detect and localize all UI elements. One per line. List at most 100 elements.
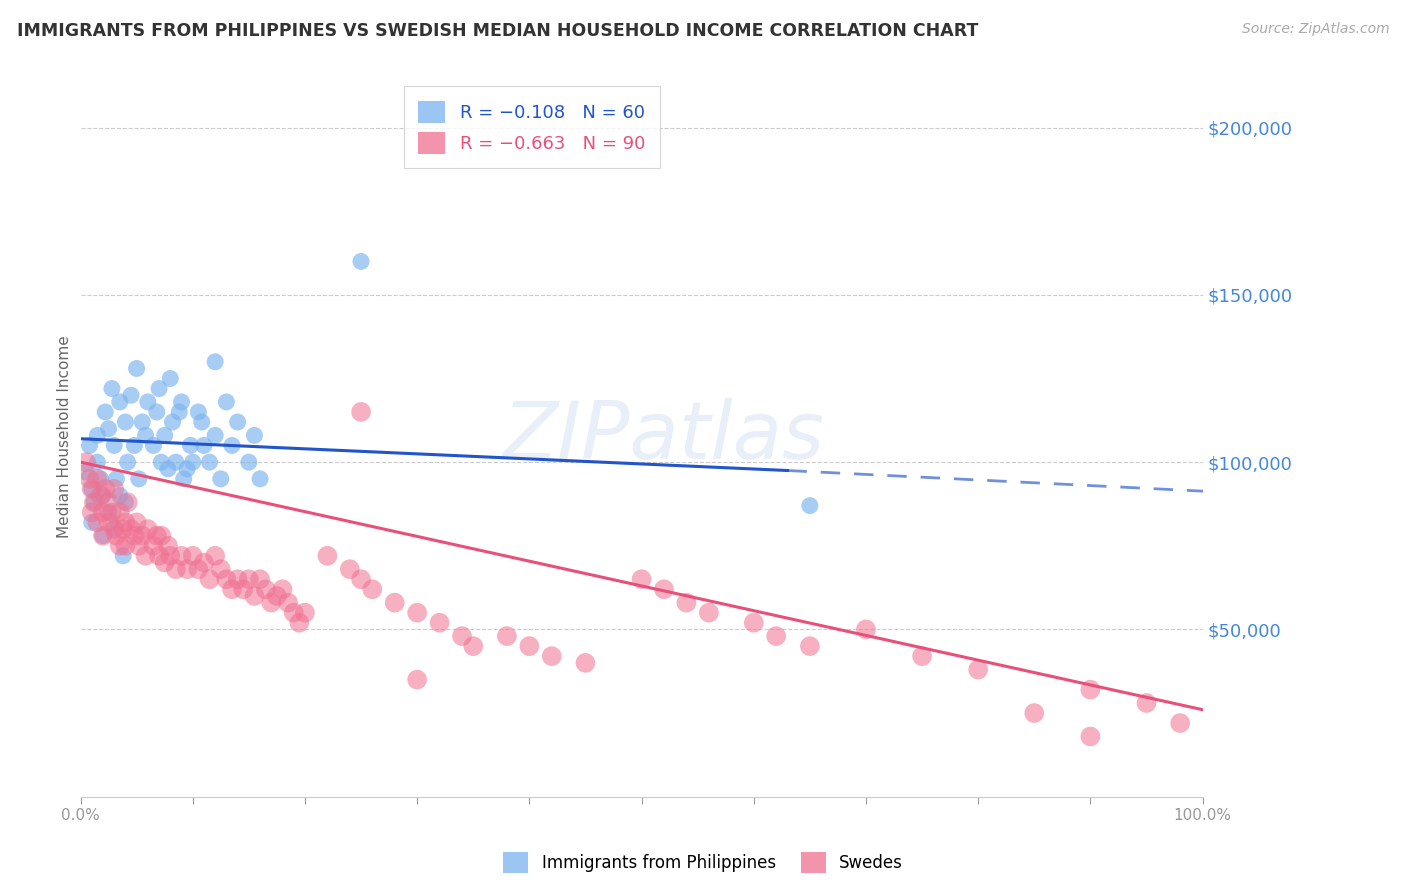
Point	[799, 499, 821, 513]
Point	[1168, 716, 1191, 731]
Point	[86, 455, 108, 469]
Point	[148, 382, 170, 396]
Point	[215, 572, 238, 586]
Point	[204, 428, 226, 442]
Point	[165, 455, 187, 469]
Point	[94, 482, 117, 496]
Point	[1080, 730, 1102, 744]
Point	[142, 539, 165, 553]
Point	[697, 606, 720, 620]
Point	[451, 629, 474, 643]
Point	[294, 606, 316, 620]
Point	[91, 529, 114, 543]
Point	[124, 438, 146, 452]
Point	[173, 472, 195, 486]
Point	[97, 495, 120, 509]
Point	[167, 405, 190, 419]
Y-axis label: Median Household Income: Median Household Income	[58, 335, 72, 539]
Point	[114, 415, 136, 429]
Point	[105, 529, 128, 543]
Point	[1080, 682, 1102, 697]
Point	[125, 516, 148, 530]
Point	[238, 572, 260, 586]
Point	[384, 596, 406, 610]
Point	[108, 395, 131, 409]
Point	[855, 623, 877, 637]
Point	[179, 438, 201, 452]
Point	[117, 495, 139, 509]
Point	[209, 472, 232, 486]
Point	[190, 415, 212, 429]
Legend: R = −0.108   N = 60, R = −0.663   N = 90: R = −0.108 N = 60, R = −0.663 N = 90	[404, 87, 659, 169]
Point	[153, 428, 176, 442]
Point	[765, 629, 787, 643]
Legend: Immigrants from Philippines, Swedes: Immigrants from Philippines, Swedes	[496, 846, 910, 880]
Point	[226, 572, 249, 586]
Point	[652, 582, 675, 597]
Point	[128, 472, 150, 486]
Point	[91, 489, 114, 503]
Point	[204, 549, 226, 563]
Point	[101, 505, 124, 519]
Point	[103, 522, 125, 536]
Point	[187, 562, 209, 576]
Point	[181, 455, 204, 469]
Point	[83, 495, 105, 509]
Point	[86, 472, 108, 486]
Point	[148, 549, 170, 563]
Point	[176, 462, 198, 476]
Point	[79, 472, 101, 486]
Point	[162, 415, 184, 429]
Point	[80, 505, 103, 519]
Point	[232, 582, 254, 597]
Point	[97, 422, 120, 436]
Point	[198, 572, 221, 586]
Point	[120, 522, 142, 536]
Point	[157, 462, 180, 476]
Point	[97, 505, 120, 519]
Point	[136, 395, 159, 409]
Point	[911, 649, 934, 664]
Point	[101, 382, 124, 396]
Point	[630, 572, 652, 586]
Point	[75, 455, 97, 469]
Point	[967, 663, 990, 677]
Point	[90, 472, 112, 486]
Point	[574, 656, 596, 670]
Point	[540, 649, 562, 664]
Point	[86, 428, 108, 442]
Point	[1024, 706, 1046, 720]
Point	[361, 582, 384, 597]
Point	[170, 395, 193, 409]
Point	[316, 549, 339, 563]
Text: ZIPatlas: ZIPatlas	[503, 398, 825, 476]
Point	[170, 549, 193, 563]
Point	[90, 489, 112, 503]
Point	[350, 572, 373, 586]
Point	[260, 596, 283, 610]
Point	[94, 405, 117, 419]
Text: IMMIGRANTS FROM PHILIPPINES VS SWEDISH MEDIAN HOUSEHOLD INCOME CORRELATION CHART: IMMIGRANTS FROM PHILIPPINES VS SWEDISH M…	[17, 22, 979, 40]
Point	[799, 639, 821, 653]
Point	[1135, 696, 1157, 710]
Point	[187, 405, 209, 419]
Point	[112, 549, 135, 563]
Point	[103, 482, 125, 496]
Point	[209, 562, 232, 576]
Point	[150, 529, 173, 543]
Point	[135, 428, 157, 442]
Point	[283, 606, 305, 620]
Point	[80, 482, 103, 496]
Point	[103, 438, 125, 452]
Point	[108, 505, 131, 519]
Point	[288, 615, 311, 630]
Point	[112, 522, 135, 536]
Point	[463, 639, 485, 653]
Point	[124, 529, 146, 543]
Point	[221, 438, 243, 452]
Point	[406, 606, 429, 620]
Point	[406, 673, 429, 687]
Point	[193, 438, 215, 452]
Point	[193, 556, 215, 570]
Point	[86, 516, 108, 530]
